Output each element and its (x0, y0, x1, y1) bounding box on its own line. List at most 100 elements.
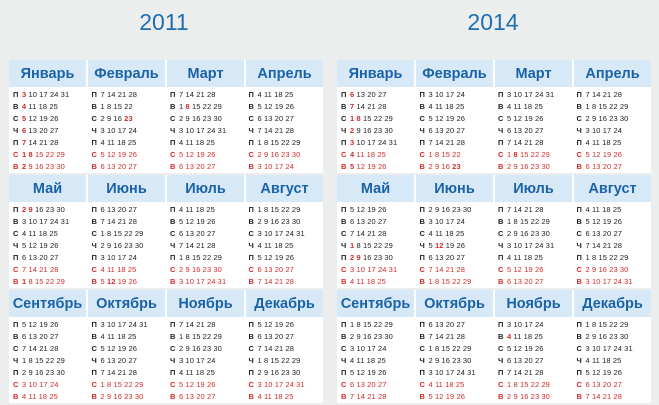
day-number: 26 (377, 368, 387, 377)
day-number: 5 (100, 277, 105, 286)
day-number: 15 (34, 150, 44, 159)
day-numbers: 7 14 21 28 (429, 137, 465, 149)
day-numbers: 4 11 18 25 (350, 355, 386, 367)
day-number: 9 (28, 162, 33, 171)
day-number: 16 (270, 217, 279, 226)
weekday-label: С (170, 114, 176, 123)
day-numbers: 3 10 17 24 (586, 125, 622, 137)
day-number: 16 (441, 356, 450, 365)
day-number: 16 (441, 162, 450, 171)
day-number: 3 (257, 380, 262, 389)
day-number: 14 (263, 277, 273, 286)
day-number: 12 (434, 241, 444, 250)
day-numbers: 5 12 19 26 (429, 113, 465, 125)
day-numbers: 5 12 19 26 (22, 319, 58, 331)
day-number: 25 (127, 265, 137, 274)
day-number: 8 (356, 320, 361, 329)
day-number: 15 (519, 217, 529, 226)
day-number: 21 (602, 392, 612, 401)
day-number: 1 (350, 241, 355, 250)
weekday-label: Ч (248, 356, 254, 365)
weekday-label: П (170, 138, 176, 147)
day-number: 28 (456, 332, 465, 341)
day-number: 27 (128, 205, 137, 214)
weekday-label: В (576, 162, 582, 171)
day-number: 20 (524, 126, 533, 135)
day-number: 25 (377, 356, 386, 365)
weekday-label: П (170, 368, 176, 377)
day-number: 30 (541, 392, 550, 401)
day-number: 12 (263, 253, 273, 262)
month-name: Ноябрь (167, 290, 246, 317)
day-number: 22 (281, 205, 290, 214)
day-number: 29 (384, 320, 393, 329)
day-number: 1 (179, 253, 184, 262)
weekday-label: П (91, 320, 97, 329)
day-number: 4 (507, 102, 512, 111)
weekday-label: С (91, 380, 97, 389)
day-number: 1 (257, 205, 262, 214)
day-number: 24 (206, 126, 216, 135)
day-number: 1 (257, 356, 262, 365)
day-number: 5 (585, 217, 590, 226)
weekday-label: Ч (576, 356, 582, 365)
month-name: Февраль (88, 60, 167, 87)
day-number: 30 (213, 114, 222, 123)
day-numbers: 2 9 16 23 30 (429, 355, 472, 367)
day-numbers: 2 9 16 23 30 (179, 343, 222, 355)
day-numbers: 1 8 15 22 29 (258, 204, 301, 216)
day-number: 21 (274, 277, 284, 286)
weekday-label: С (498, 229, 504, 238)
day-number: 25 (49, 102, 58, 111)
day-numbers: 5 12 19 26 (350, 367, 386, 379)
day-number: 15 (362, 241, 372, 250)
weekday-label: Ч (498, 356, 504, 365)
day-number: 4 (428, 102, 433, 111)
day-number: 17 (274, 229, 284, 238)
day-number: 5 (428, 392, 433, 401)
weekday-label: П (91, 138, 97, 147)
day-number: 20 (117, 162, 127, 171)
day-number: 1 (257, 138, 262, 147)
day-number: 9 (434, 162, 440, 171)
day-numbers: 5 12 19 26 (179, 216, 215, 228)
day-number: 12 (591, 150, 601, 159)
weekday-label: С (13, 265, 19, 274)
weekday-label: Ч (13, 241, 19, 250)
day-numbers: 7 14 21 28 (258, 276, 294, 288)
day-number: 6 (257, 332, 262, 341)
day-number: 15 (598, 102, 607, 111)
day-number: 15 (113, 102, 122, 111)
day-number: 23 (202, 344, 212, 353)
day-number: 5 (428, 241, 433, 250)
weekday-label: П (13, 253, 19, 262)
day-number: 4 (22, 392, 27, 401)
day-number: 26 (285, 102, 294, 111)
day-numbers: 5 12 19 26 (258, 319, 294, 331)
day-numbers: 3 10 17 24 31 (586, 276, 633, 288)
day-numbers: 7 14 21 28 (507, 204, 543, 216)
day-numbers: 4 11 18 25 (22, 391, 58, 403)
day-number: 2 (507, 392, 512, 401)
day-number: 5 (350, 368, 355, 377)
day-numbers: 1 8 15 22 (101, 101, 133, 113)
day-numbers: 4 11 18 25 (586, 204, 622, 216)
day-number: 7 (22, 265, 27, 274)
day-number: 27 (613, 229, 622, 238)
